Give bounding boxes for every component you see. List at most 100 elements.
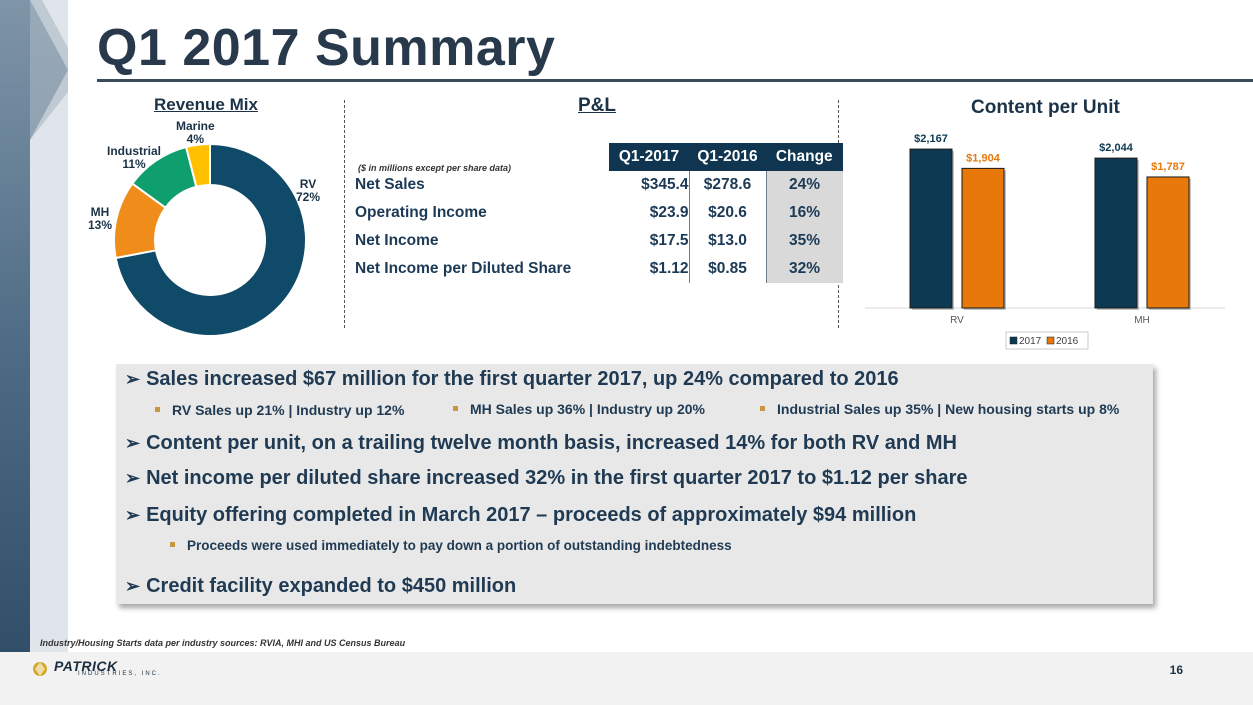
bar-mh-2016 <box>1146 176 1190 309</box>
bullet-text: Equity offering completed in March 2017 … <box>146 504 917 526</box>
bar-rv-2017 <box>909 148 953 309</box>
logo-subtitle: INDUSTRIES, INC. <box>78 671 162 677</box>
sub-bullet-proceeds: Proceeds were used immediately to pay do… <box>170 538 732 553</box>
donut-label-mh: MH 13% <box>88 206 112 232</box>
pl-row-label: Net Income per Diluted Share <box>355 260 572 277</box>
pl-cell: $13.0 <box>689 227 767 255</box>
arrow-bullet-icon: ➢ <box>125 505 141 525</box>
donut-label-marine: Marine 4% <box>176 120 215 146</box>
square-bullet-icon <box>155 406 160 412</box>
table-row: Net Sales $345.4 $278.6 24% <box>347 171 843 199</box>
sub-bullet-industrial: Industrial Sales up 35% | New housing st… <box>760 401 1119 417</box>
donut-slice-rv <box>114 142 307 337</box>
pl-header-row: Q1-2017 Q1-2016 Change <box>347 143 843 171</box>
bar-data-label: $2,044 <box>1099 142 1134 154</box>
bar-data-label: $1,904 <box>966 152 1001 164</box>
donut-label-name: Industrial <box>107 144 162 158</box>
square-bullet-icon <box>760 405 765 411</box>
logo-mark-icon <box>33 662 47 676</box>
pl-row-label: Operating Income <box>355 204 487 221</box>
content-per-unit-bar-chart: $2,167 $1,904 RV $2,044 $1,787 MH 2017 2016 <box>865 133 1225 350</box>
pl-col-header: Q1-2017 <box>609 143 689 171</box>
donut-label-pct: 11% <box>122 157 146 171</box>
donut-label-pct: 4% <box>186 132 205 146</box>
company-logo: PATRICK INDUSTRIES, INC. <box>32 658 162 685</box>
bullet-net-income: ➢ Net income per diluted share increased … <box>125 467 968 490</box>
legend-label: 2017 <box>1019 336 1042 347</box>
pl-cell: $20.6 <box>689 199 767 227</box>
bullet-text: Sales increased $67 million for the firs… <box>146 368 899 390</box>
bar-data-label: $2,167 <box>914 133 948 145</box>
donut-slice-marine <box>184 142 211 188</box>
sub-bullet-rv: RV Sales up 21% | Industry up 12% <box>155 402 404 418</box>
pl-col-header: Q1-2016 <box>689 143 766 171</box>
pl-cell: 16% <box>766 199 843 227</box>
bullet-text: Credit facility expanded to $450 million <box>146 575 517 597</box>
pl-heading: P&L <box>578 95 616 116</box>
content-per-unit-heading: Content per Unit <box>971 97 1120 118</box>
pl-header-blank <box>347 143 609 171</box>
sub-bullet-text: Proceeds were used immediately to pay do… <box>187 538 732 553</box>
pl-cell: 24% <box>766 171 843 199</box>
legend-swatch <box>1046 336 1055 345</box>
donut-label-pct: 72% <box>296 190 321 204</box>
page-number: 16 <box>1169 663 1183 677</box>
sub-bullet-text: Industrial Sales up 35% | New housing st… <box>777 401 1120 417</box>
pl-cell: $23.9 <box>609 199 690 227</box>
donut-label-name: Marine <box>176 119 215 133</box>
revenue-mix-heading: Revenue Mix <box>154 95 258 114</box>
arrow-bullet-icon: ➢ <box>125 468 141 488</box>
page-title: Q1 2017 Summary <box>97 19 556 77</box>
pl-cell: 32% <box>766 255 843 283</box>
legend-swatch <box>1009 336 1018 345</box>
pl-col-header: Change <box>766 143 843 171</box>
table-row: Net Income $17.5 $13.0 35% <box>347 227 843 255</box>
title-underline <box>97 79 1253 82</box>
sub-bullet-text: RV Sales up 21% | Industry up 12% <box>172 402 405 418</box>
table-row: Operating Income $23.9 $20.6 16% <box>347 199 843 227</box>
table-row: Net Income per Diluted Share $1.12 $0.85… <box>347 255 843 283</box>
bullet-text: Content per unit, on a trailing twelve m… <box>146 432 957 454</box>
pl-cell: $17.5 <box>609 227 690 255</box>
footnote: Industry/Housing Starts data per industr… <box>40 638 406 648</box>
pl-cell: 35% <box>766 227 843 255</box>
left-decorative-band <box>0 0 68 705</box>
sub-bullet-mh: MH Sales up 36% | Industry up 20% <box>453 401 705 417</box>
sub-bullet-text: MH Sales up 36% | Industry up 20% <box>470 401 705 417</box>
bar-rv-2016 <box>961 167 1005 309</box>
highlights-box <box>116 364 1153 604</box>
footer-band <box>0 652 1253 705</box>
x-tick-label: MH <box>1134 315 1150 326</box>
bar-mh-2017 <box>1094 157 1138 309</box>
arrow-bullet-icon: ➢ <box>125 433 141 453</box>
donut-label-pct: 13% <box>88 218 113 232</box>
donut-label-name: RV <box>299 177 317 191</box>
bullet-sales: ➢ Sales increased $67 million for the fir… <box>125 368 899 391</box>
pl-cell: $345.4 <box>609 171 690 199</box>
bullet-content-per-unit: ➢ Content per unit, on a trailing twelve … <box>125 432 957 455</box>
bar-data-label: $1,787 <box>1151 161 1185 173</box>
legend-border <box>1005 331 1089 350</box>
pl-cell: $1.12 <box>609 255 690 283</box>
section-divider <box>344 100 345 328</box>
donut-label-name: MH <box>90 205 110 219</box>
pl-row-label: Net Sales <box>355 176 425 193</box>
donut-label-industrial: Industrial 11% <box>107 145 161 171</box>
pl-row-label: Net Income <box>355 232 439 249</box>
pl-cell: $278.6 <box>689 171 767 199</box>
chart-legend: 2017 2016 <box>1005 331 1089 350</box>
bullet-credit-facility: ➢ Credit facility expanded to $450 millio… <box>125 575 516 598</box>
logo-name: PATRICK <box>54 658 118 674</box>
pl-cell: $0.85 <box>689 255 767 283</box>
revenue-mix-donut-chart <box>113 142 307 337</box>
bullet-equity-offering: ➢ Equity offering completed in March 2017… <box>125 504 916 527</box>
legend-label: 2016 <box>1056 336 1079 347</box>
square-bullet-icon <box>453 405 458 411</box>
square-bullet-icon <box>170 541 175 547</box>
pl-units-note: ($ in millions except per share data) <box>358 163 512 173</box>
bullet-text: Net income per diluted share increased 3… <box>146 467 968 489</box>
pl-table: Q1-2017 Q1-2016 Change Net Sales $345.4 … <box>347 143 843 283</box>
donut-label-rv: RV 72% <box>296 178 320 204</box>
x-tick-label: RV <box>950 315 964 326</box>
arrow-bullet-icon: ➢ <box>125 576 141 596</box>
